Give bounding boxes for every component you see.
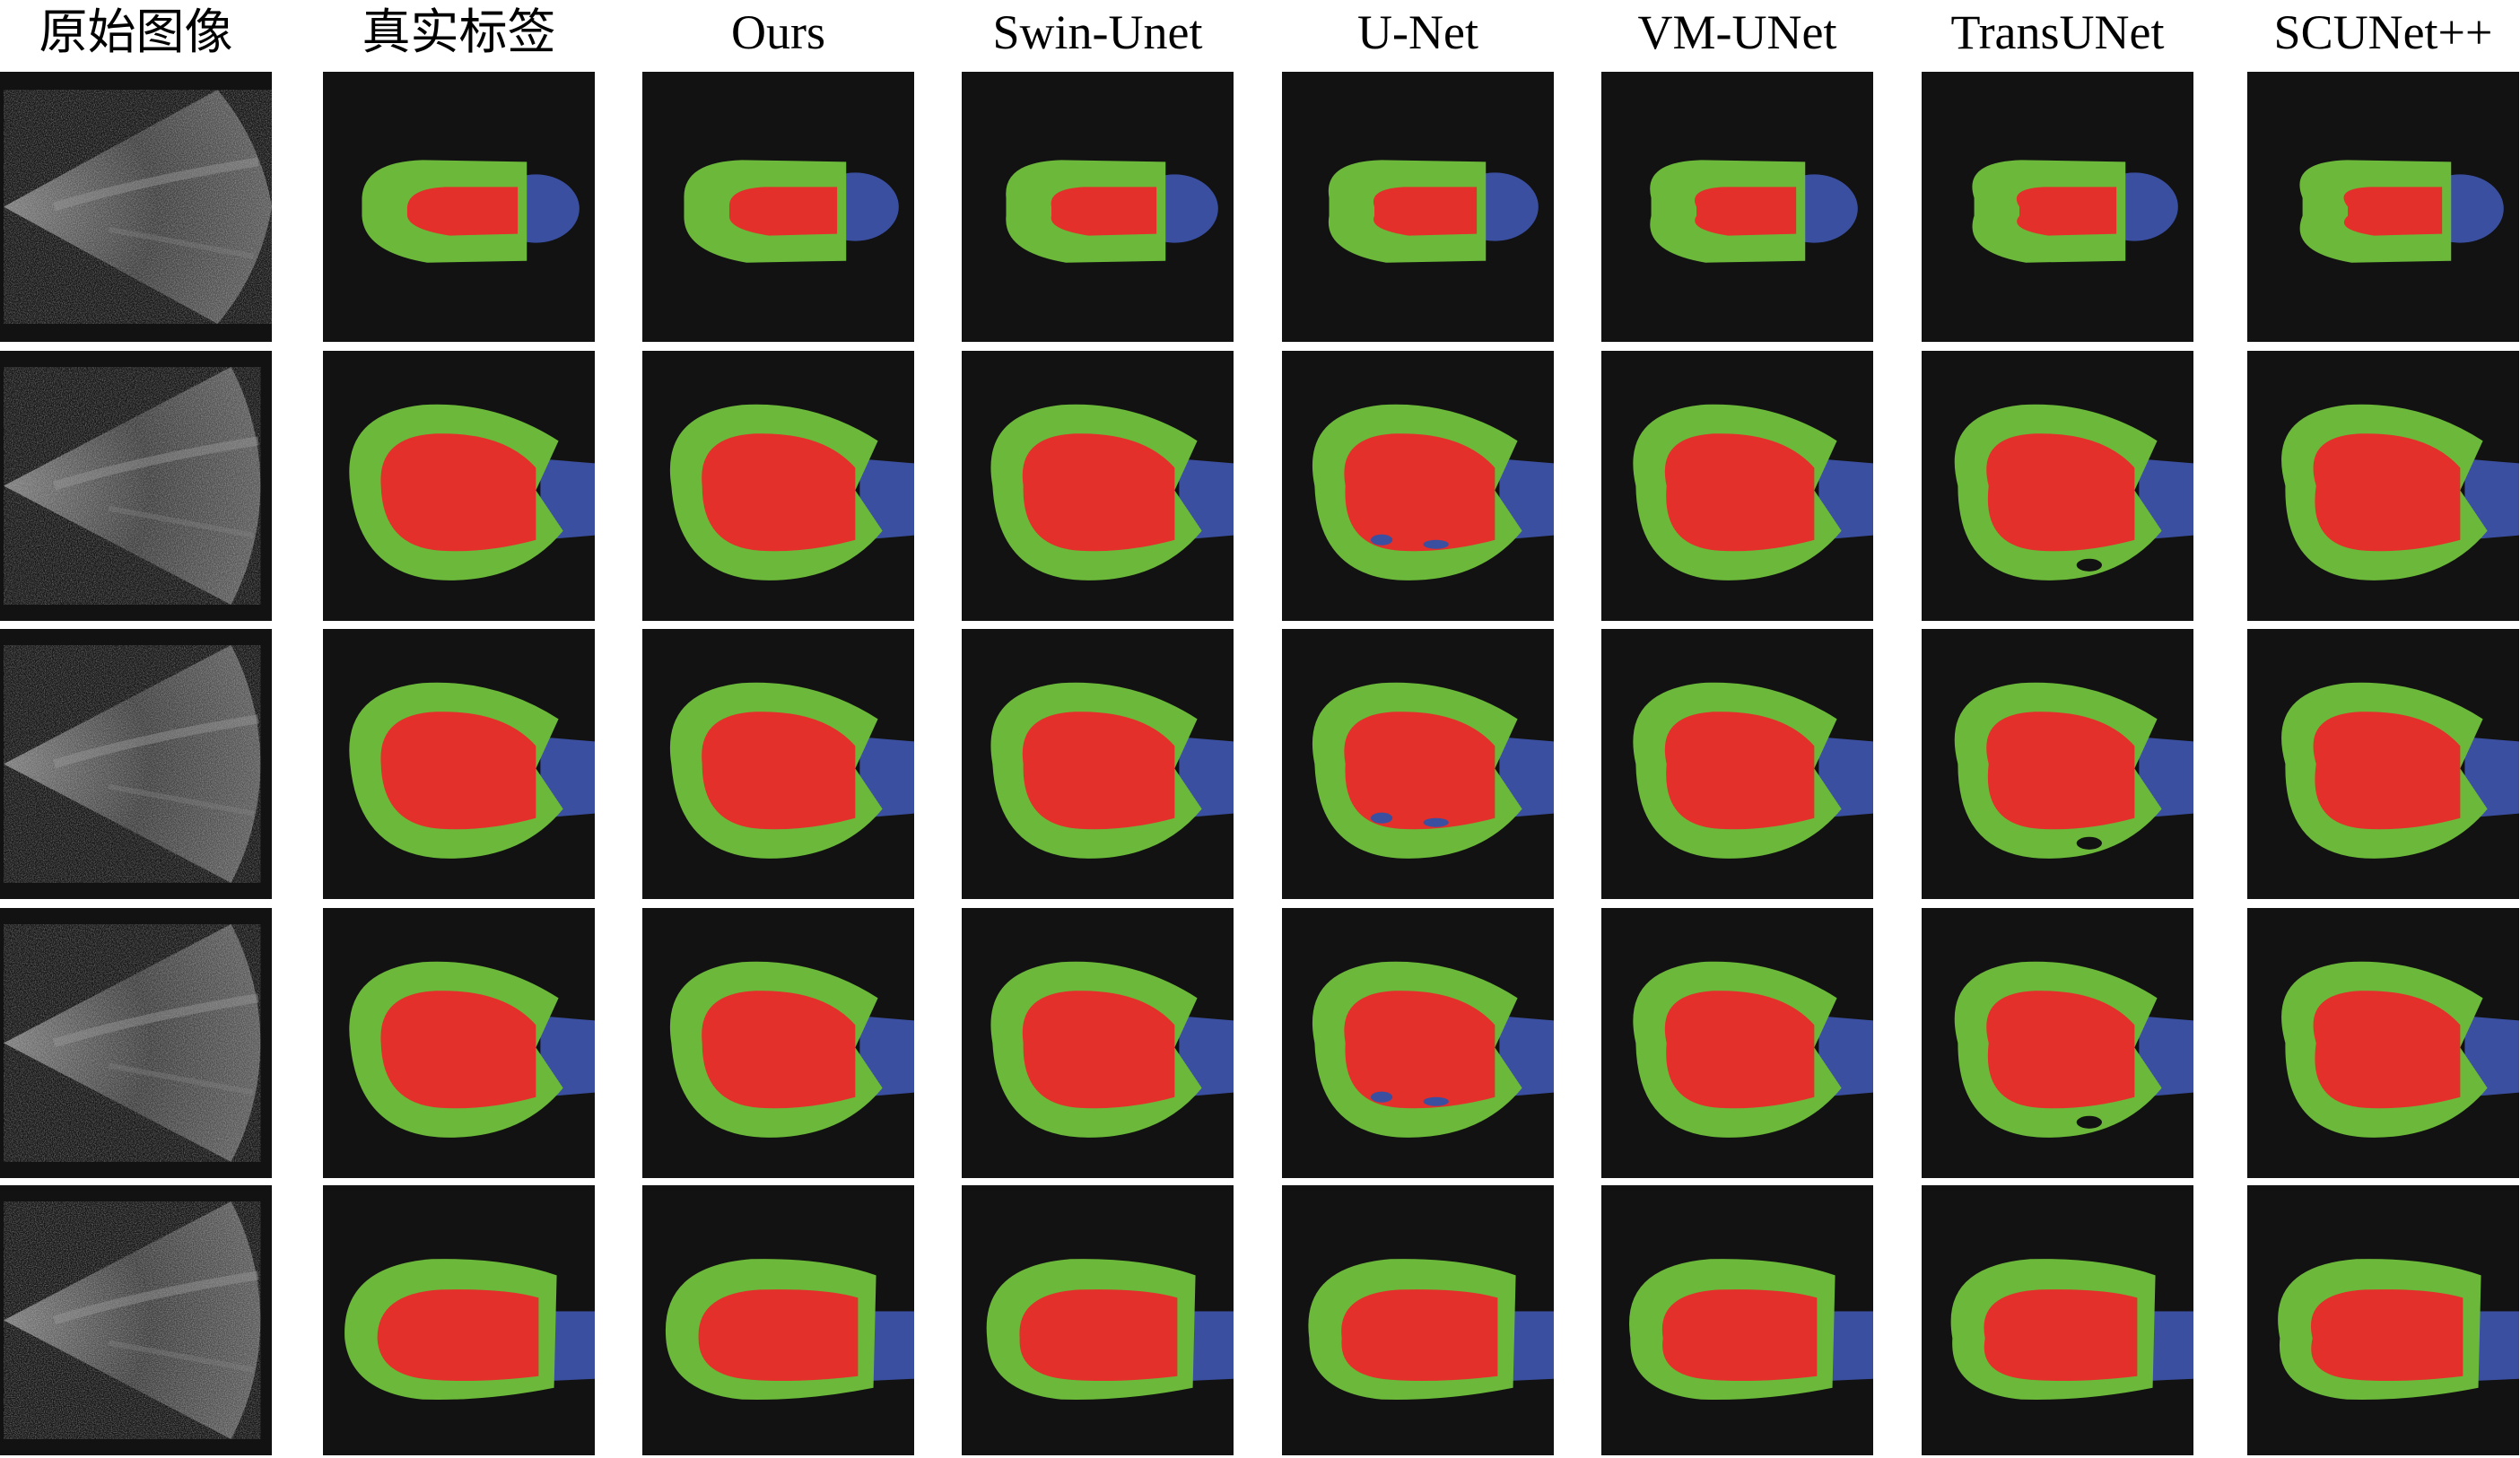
segmentation-mask	[990, 682, 1234, 859]
cell-scunet-pp-row-3	[2247, 629, 2519, 899]
cell-swin-unet-row-4	[962, 908, 1234, 1178]
cell-vm-unet-row-5	[1601, 1185, 1873, 1455]
segmentation-mask	[1629, 1259, 1873, 1401]
cell-ground-truth-row-5	[323, 1185, 595, 1455]
segmentation-mask	[1312, 682, 1554, 859]
column-header-swin-unet: Swin-Unet	[992, 5, 1203, 59]
column-header-transunet: TransUNet	[1950, 5, 2165, 59]
segmentation-mask	[1633, 404, 1873, 581]
cell-ours-row-5	[642, 1185, 914, 1455]
column-header-ours: Ours	[731, 5, 825, 59]
cell-transunet-row-1	[1922, 72, 2193, 342]
cell-ground-truth-row-4	[323, 908, 595, 1178]
cell-original-row-4	[0, 908, 272, 1178]
cell-ground-truth-row-2	[323, 351, 595, 621]
segmentation-mask	[1633, 961, 1873, 1138]
cell-scunet-pp-row-2	[2247, 351, 2519, 621]
cell-transunet-row-3	[1922, 629, 2193, 899]
cell-vm-unet-row-2	[1601, 351, 1873, 621]
cell-ground-truth-row-3	[323, 629, 595, 899]
segmentation-mask	[1972, 160, 2178, 263]
cell-scunet-pp-row-1	[2247, 72, 2519, 342]
cell-scunet-pp-row-4	[2247, 908, 2519, 1178]
segmentation-mask	[665, 1259, 914, 1401]
segmentation-mask	[1006, 160, 1218, 263]
segmentation-mask	[349, 682, 595, 859]
segmentation-mask	[669, 961, 914, 1138]
segmentation-mask	[1633, 682, 1873, 859]
segmentation-mask	[2281, 404, 2519, 581]
cell-vm-unet-row-3	[1601, 629, 1873, 899]
ultrasound-image	[4, 90, 272, 324]
cell-transunet-row-4	[1922, 908, 2193, 1178]
cell-original-row-1	[0, 72, 272, 342]
segmentation-mask	[1650, 160, 1858, 263]
cell-ours-row-4	[642, 908, 914, 1178]
ultrasound-image	[4, 924, 261, 1162]
ultrasound-image	[4, 367, 261, 605]
segmentation-mask	[1954, 682, 2193, 859]
ultrasound-image	[4, 645, 261, 883]
cell-ours-row-2	[642, 351, 914, 621]
cell-ours-row-1	[642, 72, 914, 342]
segmentation-mask	[1312, 404, 1554, 581]
segmentation-mask	[1954, 404, 2193, 581]
segmentation-mask	[362, 160, 580, 263]
segmentation-mask	[1954, 961, 2193, 1138]
column-header-scunet-pp: SCUNet++	[2273, 5, 2493, 59]
cell-u-net-row-3	[1282, 629, 1554, 899]
cell-transunet-row-5	[1922, 1185, 2193, 1455]
segmentation-mask	[1308, 1259, 1554, 1401]
cell-u-net-row-2	[1282, 351, 1554, 621]
cell-swin-unet-row-1	[962, 72, 1234, 342]
segmentation-mask	[344, 1259, 595, 1401]
segmentation-mask	[986, 1259, 1234, 1401]
segmentation-mask	[2299, 160, 2504, 263]
ultrasound-image	[4, 1201, 261, 1439]
segmentation-mask	[1950, 1259, 2193, 1401]
cell-transunet-row-2	[1922, 351, 2193, 621]
segmentation-mask	[990, 404, 1234, 581]
cell-swin-unet-row-2	[962, 351, 1234, 621]
cell-vm-unet-row-4	[1601, 908, 1873, 1178]
cell-ground-truth-row-1	[323, 72, 595, 342]
segmentation-mask	[990, 961, 1234, 1138]
segmentation-mask	[2281, 682, 2519, 859]
cell-ours-row-3	[642, 629, 914, 899]
column-header-original: 原始图像	[39, 5, 233, 59]
column-header-u-net: U-Net	[1357, 5, 1478, 59]
segmentation-mask	[669, 682, 914, 859]
cell-original-row-2	[0, 351, 272, 621]
segmentation-mask	[669, 404, 914, 581]
segmentation-mask	[684, 160, 899, 263]
column-header-ground-truth: 真实标签	[362, 5, 556, 59]
cell-u-net-row-1	[1282, 72, 1554, 342]
cell-u-net-row-4	[1282, 908, 1554, 1178]
cell-swin-unet-row-3	[962, 629, 1234, 899]
segmentation-mask	[2278, 1259, 2519, 1401]
segmentation-mask	[2281, 961, 2519, 1138]
cell-u-net-row-5	[1282, 1185, 1554, 1455]
segmentation-mask	[349, 404, 595, 581]
cell-vm-unet-row-1	[1601, 72, 1873, 342]
cell-scunet-pp-row-5	[2247, 1185, 2519, 1455]
cell-swin-unet-row-5	[962, 1185, 1234, 1455]
segmentation-mask	[1328, 160, 1539, 263]
segmentation-mask	[1312, 961, 1554, 1138]
segmentation-mask	[349, 961, 595, 1138]
cell-original-row-5	[0, 1185, 272, 1455]
cell-original-row-3	[0, 629, 272, 899]
column-header-vm-unet: VM-UNet	[1637, 5, 1837, 59]
